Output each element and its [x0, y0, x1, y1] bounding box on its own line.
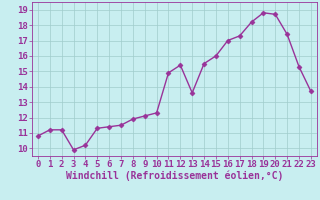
X-axis label: Windchill (Refroidissement éolien,°C): Windchill (Refroidissement éolien,°C)	[66, 171, 283, 181]
